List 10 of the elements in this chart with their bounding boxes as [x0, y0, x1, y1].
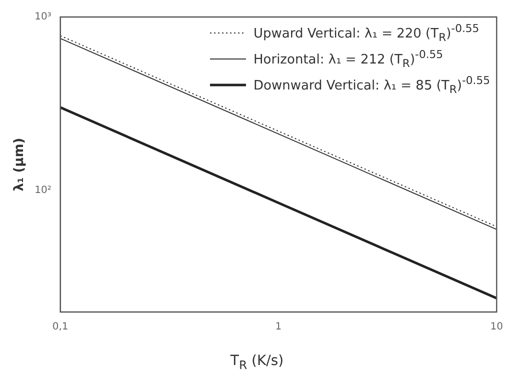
legend-label: Horizontal: λ₁ = 212 (T$_{R}$)$^{-0.55}$ [254, 48, 444, 70]
y-axis-title: λ₁ (µm) [12, 138, 28, 192]
y-tick-label: 10² [34, 185, 52, 196]
x-axis-title: T$_{R}$ (K/s) [229, 353, 285, 372]
x-tick-label: 1 [275, 322, 282, 333]
x-tick-label: 10 [490, 322, 504, 333]
legend-label: Downward Vertical: λ₁ = 85 (T$_{R}$)$^{-0.55}$ [254, 74, 490, 96]
legend-label: Upward Vertical: λ₁ = 220 (T$_{R}$)$^{-0.55}$ [254, 22, 480, 44]
x-tick-label: 0,1 [52, 322, 68, 333]
y-tick-label: 10³ [34, 12, 52, 23]
